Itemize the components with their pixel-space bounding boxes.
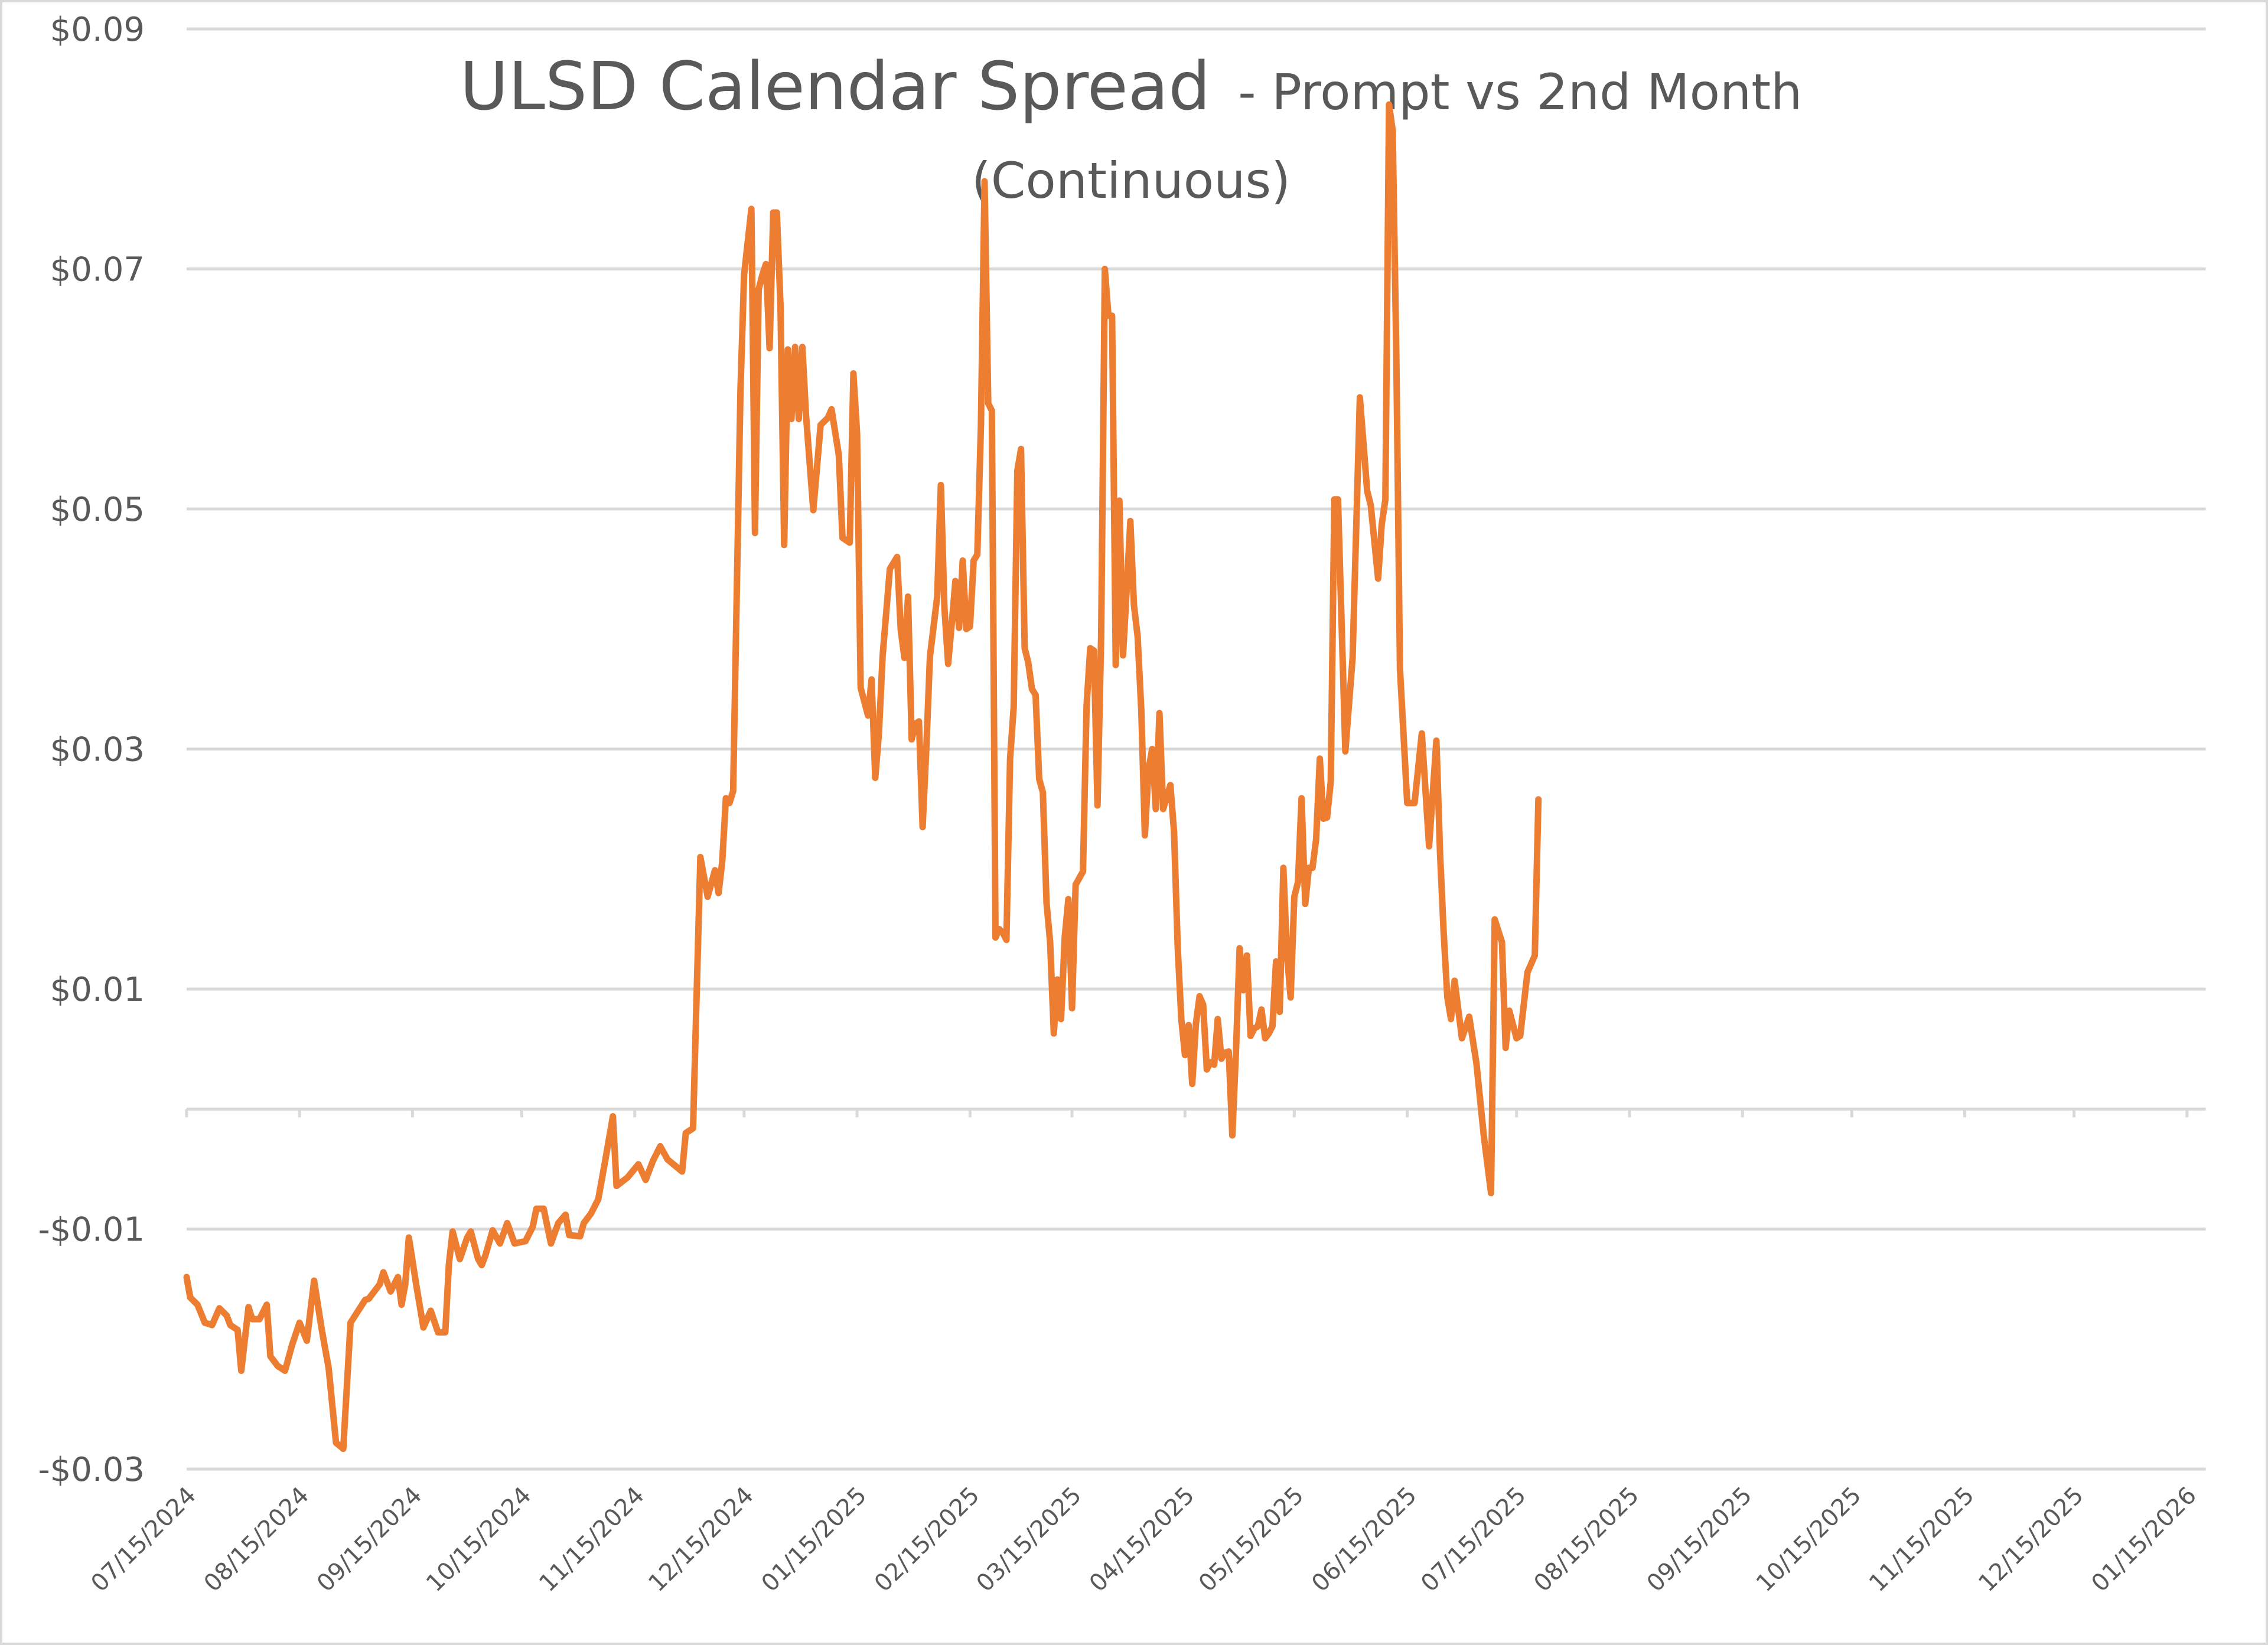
x-tick-label: 07/15/2024: [86, 1482, 201, 1598]
chart-title-sub: - Prompt vs 2nd Month: [1223, 63, 1803, 121]
x-tick-label: 01/15/2026: [2086, 1482, 2202, 1598]
x-tick-label: 02/15/2025: [869, 1482, 985, 1598]
chart-title-line2: (Continuous): [972, 152, 1291, 210]
x-axis-labels: 07/15/202408/15/202409/15/202410/15/2024…: [86, 1482, 2201, 1598]
x-tick-label: 01/15/2025: [757, 1482, 872, 1598]
x-tick-label: 11/15/2025: [1864, 1482, 1980, 1598]
y-tick-label: $0.09: [50, 11, 145, 49]
x-tick-label: 04/15/2025: [1084, 1482, 1200, 1598]
x-tick-label: 05/15/2025: [1194, 1482, 1309, 1598]
x-tick-label: 09/15/2025: [1642, 1482, 1758, 1598]
y-tick-label: -$0.01: [38, 1211, 145, 1249]
x-tick-label: 12/15/2025: [1973, 1482, 2089, 1598]
x-tick-label: 10/15/2024: [421, 1482, 537, 1598]
x-tick-label: 03/15/2025: [972, 1482, 1087, 1598]
y-tick-label: -$0.03: [38, 1451, 145, 1489]
x-tick-label: 08/15/2025: [1529, 1482, 1644, 1598]
y-tick-label: $0.01: [50, 971, 145, 1009]
chart-title: ULSD Calendar Spread - Prompt vs 2nd Mon…: [460, 48, 1803, 125]
y-tick-label: $0.03: [50, 731, 145, 769]
x-tick-label: 09/15/2024: [312, 1482, 428, 1598]
x-tick-label: 12/15/2024: [643, 1482, 759, 1598]
chart-title-main: ULSD Calendar Spread: [460, 48, 1211, 125]
x-tick-label: 10/15/2025: [1751, 1482, 1867, 1598]
y-tick-label: $0.05: [50, 491, 145, 529]
x-tick-label: 07/15/2025: [1416, 1482, 1531, 1598]
x-tick-label: 06/15/2025: [1306, 1482, 1422, 1598]
spread-series-line: [183, 101, 1542, 1453]
x-tick-label: 08/15/2024: [199, 1482, 315, 1598]
gridlines: [186, 27, 2206, 1471]
y-tick-label: $0.07: [50, 251, 145, 289]
y-axis-labels: $0.09 $0.07 $0.05 $0.03 $0.01 -$0.01 -$0.03: [38, 11, 145, 1489]
x-axis: [185, 1107, 2206, 1118]
x-tick-label: 11/15/2024: [534, 1482, 650, 1598]
